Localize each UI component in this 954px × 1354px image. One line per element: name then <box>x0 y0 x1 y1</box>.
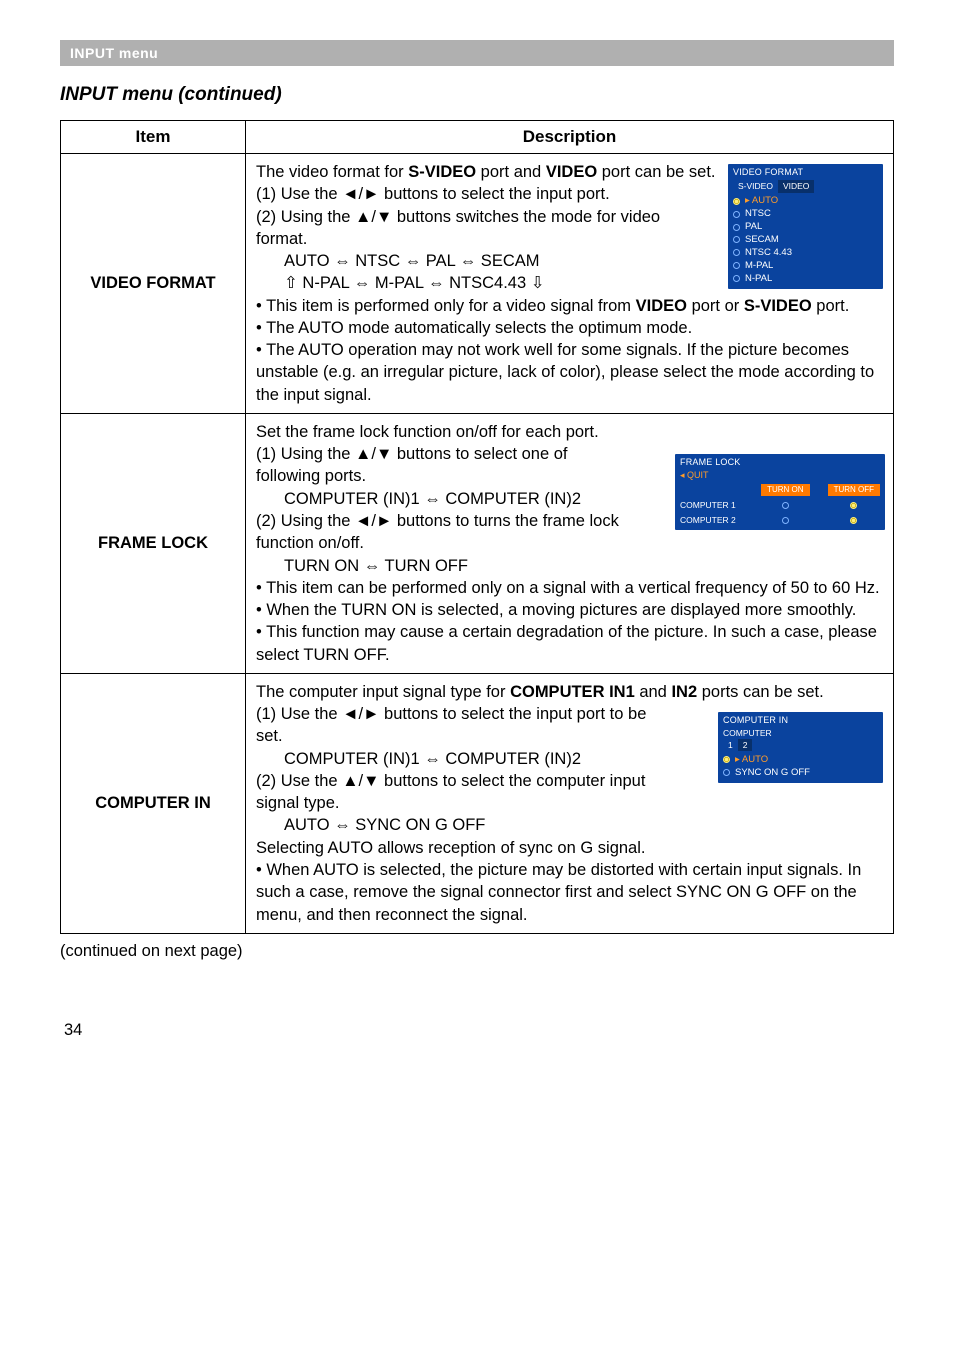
table-row: VIDEO FORMAT VIDEO FORMAT S-VIDEO VIDEO … <box>61 154 894 414</box>
continued-note: (continued on next page) <box>60 942 894 961</box>
item-frame-lock: FRAME LOCK <box>61 413 246 673</box>
osd-title: VIDEO FORMAT <box>733 167 878 180</box>
radio-icon <box>733 249 740 256</box>
osd-head: TURN ON <box>761 484 809 496</box>
osd-frame-lock: FRAME LOCK ◂ QUIT TURN ON TURN OFF COMPU… <box>675 454 885 530</box>
radio-icon <box>723 756 730 763</box>
radio-icon <box>733 236 740 243</box>
osd-item: ▸ AUTO <box>745 195 778 207</box>
radio-icon <box>733 275 740 282</box>
osd-item: M-PAL <box>745 260 773 272</box>
desc-line: Set the frame lock function on/off for e… <box>256 421 883 443</box>
osd-title: FRAME LOCK <box>680 457 880 470</box>
header-bar: INPUT menu <box>60 40 894 66</box>
osd-subtitle: COMPUTER <box>723 728 878 739</box>
osd-item: NTSC 4.43 <box>745 247 792 259</box>
section-title: INPUT menu (continued) <box>60 84 894 106</box>
radio-icon <box>733 198 740 205</box>
table-row: COMPUTER IN COMPUTER IN COMPUTER 1 2 ▸ A… <box>61 673 894 933</box>
desc-computer-in: COMPUTER IN COMPUTER 1 2 ▸ AUTO SYNC ON … <box>246 673 894 933</box>
radio-icon <box>733 262 740 269</box>
desc-line: (1) Use the ◄/► buttons to select the in… <box>256 703 656 748</box>
osd-item: N-PAL <box>745 273 772 285</box>
desc-line: TURN ON ⇔ TURN OFF <box>256 555 883 577</box>
desc-line: AUTO ⇔ SYNC ON G OFF <box>256 814 883 836</box>
osd-computer-in: COMPUTER IN COMPUTER 1 2 ▸ AUTO SYNC ON … <box>718 712 883 783</box>
osd-tab: VIDEO <box>778 180 814 193</box>
desc-line: Selecting AUTO allows reception of sync … <box>256 837 883 859</box>
desc-line: (1) Using the ▲/▼ buttons to select one … <box>256 443 636 488</box>
col-header-item: Item <box>61 121 246 154</box>
osd-item: PAL <box>745 221 762 233</box>
item-computer-in: COMPUTER IN <box>61 673 246 933</box>
desc-line: • This function may cause a certain degr… <box>256 621 883 666</box>
osd-quit: ◂ QUIT <box>680 470 709 481</box>
item-video-format: VIDEO FORMAT <box>61 154 246 414</box>
desc-line: • When AUTO is selected, the picture may… <box>256 859 883 926</box>
osd-row-label: COMPUTER 2 <box>680 515 743 526</box>
osd-tab: 2 <box>738 739 753 752</box>
desc-line: • The AUTO mode automatically selects th… <box>256 317 883 339</box>
table-row: FRAME LOCK FRAME LOCK ◂ QUIT TURN ON TUR… <box>61 413 894 673</box>
desc-line: The computer input signal type for COMPU… <box>256 681 883 703</box>
radio-icon <box>850 502 857 509</box>
desc-frame-lock: FRAME LOCK ◂ QUIT TURN ON TURN OFF COMPU… <box>246 413 894 673</box>
osd-item: SYNC ON G OFF <box>735 767 810 779</box>
osd-tab: S-VIDEO <box>733 180 778 193</box>
desc-video-format: VIDEO FORMAT S-VIDEO VIDEO ▸ AUTO NTSC P… <box>246 154 894 414</box>
osd-item: NTSC <box>745 208 771 220</box>
desc-line: • This item is performed only for a vide… <box>256 295 883 317</box>
desc-line: (2) Using the ◄/► buttons to turns the f… <box>256 510 656 555</box>
osd-item: SECAM <box>745 234 779 246</box>
osd-video-format: VIDEO FORMAT S-VIDEO VIDEO ▸ AUTO NTSC P… <box>728 164 883 289</box>
osd-head: TURN OFF <box>828 484 880 496</box>
desc-line: • When the TURN ON is selected, a moving… <box>256 599 883 621</box>
desc-line: (2) Using the ▲/▼ buttons switches the m… <box>256 206 676 251</box>
radio-icon <box>782 502 789 509</box>
desc-line: • This item can be performed only on a s… <box>256 577 883 599</box>
col-header-description: Description <box>246 121 894 154</box>
page-number: 34 <box>64 1021 894 1040</box>
radio-icon <box>850 517 857 524</box>
desc-line: • The AUTO operation may not work well f… <box>256 339 883 406</box>
radio-icon <box>733 224 740 231</box>
osd-title: COMPUTER IN <box>723 715 878 728</box>
radio-icon <box>782 517 789 524</box>
input-menu-table: Item Description VIDEO FORMAT VIDEO FORM… <box>60 120 894 934</box>
radio-icon <box>733 211 740 218</box>
osd-row-label: COMPUTER 1 <box>680 500 743 511</box>
radio-icon <box>723 769 730 776</box>
osd-item: ▸ AUTO <box>735 754 768 766</box>
osd-tab: 1 <box>723 739 738 752</box>
desc-line: (2) Use the ▲/▼ buttons to select the co… <box>256 770 656 815</box>
